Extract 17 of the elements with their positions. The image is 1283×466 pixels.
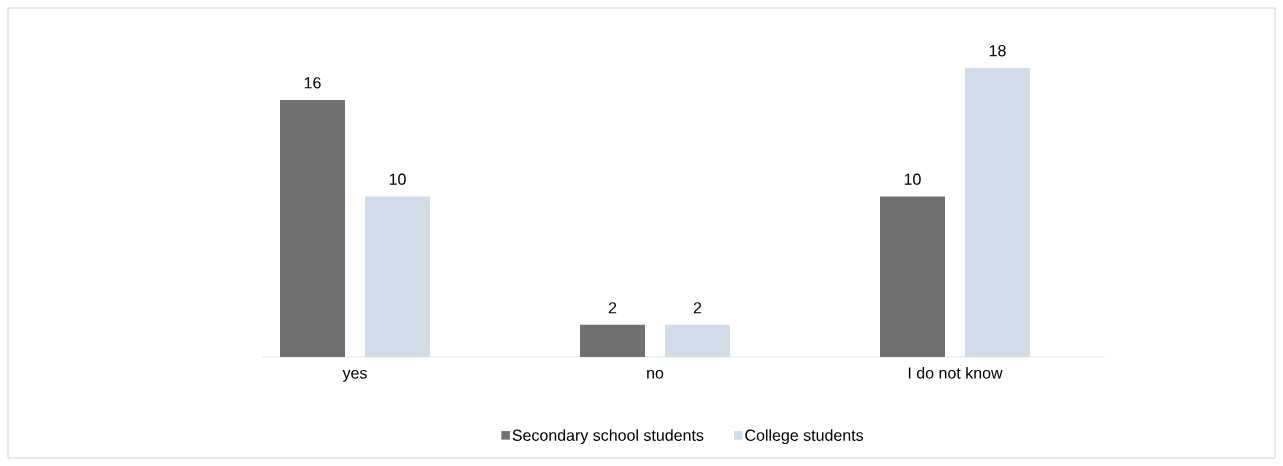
bar <box>280 100 346 357</box>
bar <box>665 324 730 357</box>
data-label: 2 <box>693 302 702 314</box>
legend-label: College students <box>745 429 864 445</box>
x-tick-label: no <box>647 369 664 379</box>
x-tick-label: I do not know <box>908 366 1003 379</box>
legend-label: Secondary school students <box>512 429 704 445</box>
data-label: 16 <box>304 77 321 89</box>
data-label: 10 <box>389 173 406 185</box>
bar <box>365 196 431 357</box>
bar <box>965 67 1030 357</box>
bar <box>580 324 646 357</box>
data-label: 18 <box>989 45 1006 57</box>
data-label: 2 <box>608 302 617 314</box>
bar <box>880 196 945 357</box>
x-tick-label: yes <box>342 369 367 382</box>
data-label: 10 <box>904 173 921 185</box>
